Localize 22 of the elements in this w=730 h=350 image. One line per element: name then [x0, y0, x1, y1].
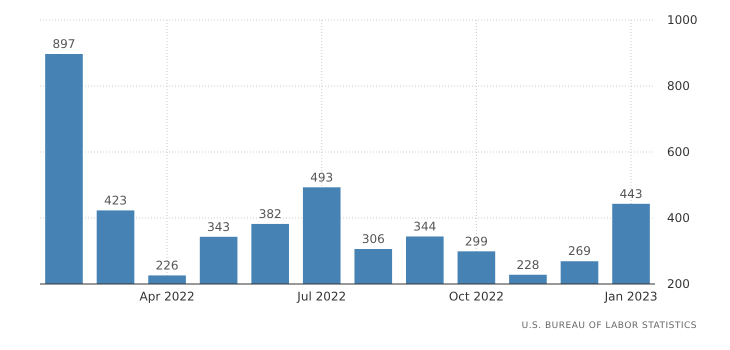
text: U.S. BUREAU OF LABOR STATISTICS: [522, 321, 697, 331]
data-label: 897: [52, 36, 76, 51]
data-label: 344: [413, 219, 436, 234]
y-tick-label: 200: [667, 276, 690, 291]
data-label: 269: [568, 244, 591, 258]
data-label: 343: [207, 220, 230, 234]
data-label: 493: [310, 170, 334, 184]
y-tick-label: 600: [667, 144, 690, 159]
x-tick-label: Oct 2022: [448, 290, 504, 304]
data-label: 306: [362, 232, 385, 246]
data-label: 423: [104, 193, 127, 208]
y-tick-label: 800: [667, 78, 690, 93]
x-tick-label: Jan 2023: [604, 290, 658, 304]
x-tick-label: Jul 2022: [296, 290, 346, 304]
data-label: 226: [156, 258, 179, 272]
x-tick-label: Apr 2022: [140, 290, 195, 304]
data-label: 228: [516, 258, 540, 272]
data-label: 443: [620, 186, 642, 201]
y-tick-label: 1000: [667, 12, 698, 27]
data-label: 382: [258, 206, 282, 221]
y-tick-label: 400: [667, 210, 690, 225]
data-label: 299: [464, 234, 488, 248]
